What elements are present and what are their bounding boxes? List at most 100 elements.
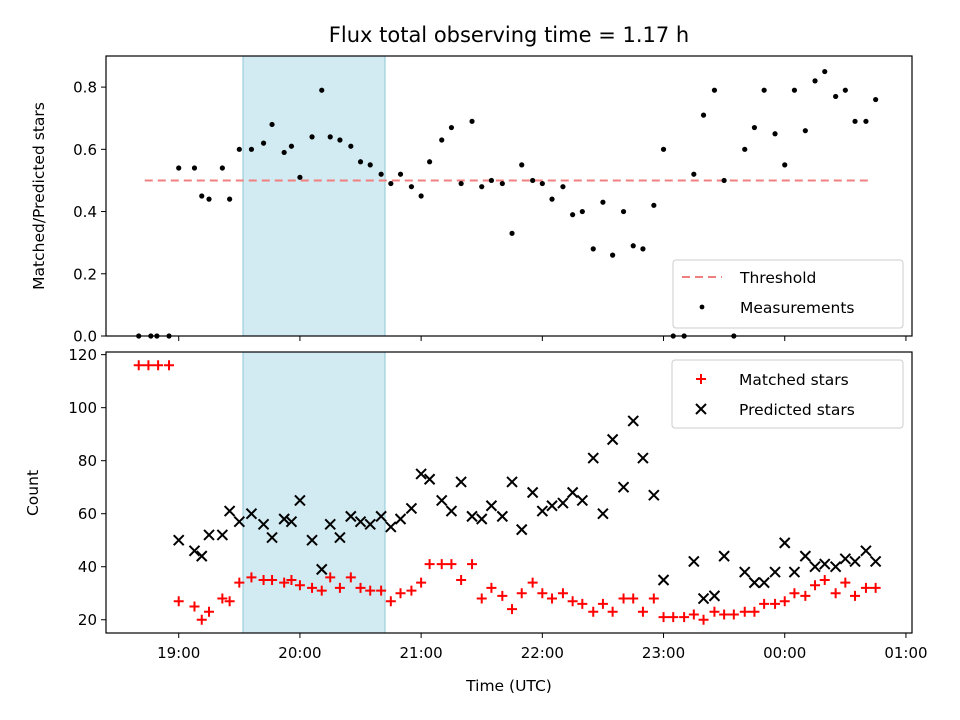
predicted-star-point — [739, 566, 751, 578]
matched-star-point — [204, 606, 215, 617]
measurement-point — [488, 177, 495, 184]
matched-star-point — [597, 598, 608, 609]
measurement-point — [288, 143, 295, 149]
measurement-point — [397, 171, 404, 177]
matched-star-point — [840, 577, 851, 588]
measurement-point — [199, 193, 205, 199]
measurement-point — [309, 134, 315, 140]
matched-star-point — [316, 585, 327, 596]
predicted-star-point — [203, 529, 215, 541]
bottom-y-tick-label: 80 — [78, 452, 97, 470]
matched-star-point — [446, 559, 457, 570]
measurement-point — [448, 124, 455, 131]
predicted-star-point — [306, 534, 318, 546]
predicted-star-point — [415, 468, 427, 480]
top-legend-box — [672, 259, 904, 329]
predicted-star-point — [657, 574, 670, 586]
legend-predicted: Predicted stars — [739, 401, 855, 419]
matched-star-point — [258, 574, 269, 585]
predicted-star-point — [576, 494, 589, 507]
bottom-y-axis-label: Count — [24, 470, 42, 516]
measurement-point — [782, 162, 788, 168]
top-y-tick-label: 0.4 — [73, 203, 97, 221]
matched-star-point — [577, 598, 588, 609]
bottom-axes-frame — [105, 351, 913, 634]
matched-star-point — [698, 614, 709, 625]
bottom-x-tick-label: 23:00 — [642, 644, 685, 662]
bottom-y-tick-label: 120 — [68, 346, 97, 364]
matched-star-point — [607, 606, 618, 617]
matched-star-point — [789, 588, 800, 599]
matched-star-point — [728, 609, 739, 620]
matched-star-point — [246, 572, 257, 583]
matched-star-point — [779, 596, 790, 607]
predicted-star-point — [173, 534, 185, 546]
matched-star-point — [217, 593, 228, 604]
matched-star-point — [355, 582, 366, 593]
matched-star-point — [648, 593, 659, 604]
bottom-y-ticks: 20 40 60 80 100 120 — [68, 346, 106, 629]
x-marker — [695, 403, 707, 415]
measurement-point — [852, 118, 858, 124]
measurement-point — [651, 202, 657, 208]
measurement-point — [620, 208, 627, 215]
matched-star-point — [688, 609, 699, 620]
matched-star-point — [279, 577, 290, 588]
matched-star-point — [709, 606, 720, 617]
predicted-star-point — [423, 473, 436, 485]
matched-star-point — [365, 585, 376, 596]
measurement-point — [297, 174, 303, 180]
predicted-star-point — [769, 566, 781, 578]
bottom-y-tick-label: 20 — [78, 611, 97, 629]
matched-star-point — [819, 574, 830, 585]
predicted-star-point — [597, 508, 609, 520]
predicted-star-point — [223, 505, 236, 517]
matched-star-point — [224, 596, 235, 607]
measurement-point — [219, 165, 225, 171]
measurement-point — [367, 162, 373, 168]
measurement-point — [742, 146, 748, 152]
predicted-star-point — [788, 566, 801, 578]
predicted-star-point — [566, 486, 579, 499]
predicted-star-point — [394, 513, 407, 525]
matched-star-point — [286, 574, 297, 585]
predicted-star-point — [708, 590, 721, 602]
matched-star-point — [376, 585, 387, 596]
measurement-point — [191, 165, 198, 171]
measurement-point — [791, 87, 798, 93]
matched-star-point — [267, 574, 278, 585]
x-axis-label: Time (UTC) — [465, 677, 552, 695]
measurements-legend-swatch — [699, 304, 705, 310]
matched-star-point — [234, 577, 245, 588]
bottom-y-tick-label: 40 — [78, 558, 97, 576]
matched-star-point — [424, 559, 435, 570]
predicted-star-point — [849, 555, 861, 568]
predicted-star-point — [496, 510, 509, 523]
top-y-tick-label: 0.6 — [73, 141, 97, 159]
measurement-point — [751, 124, 758, 131]
matched-star-point — [749, 606, 760, 617]
bottom-x-ticks: 19:00 20:00 21:00 22:00 23:00 00:00 01:00 — [157, 633, 928, 662]
matched-star-point — [810, 580, 821, 591]
measurement-point — [539, 180, 545, 187]
legend-measurements: Measurements — [740, 299, 855, 317]
matched-star-point — [345, 572, 356, 583]
predicted-star-point — [536, 505, 549, 517]
matched-star-point — [800, 590, 811, 601]
measurement-point — [600, 199, 606, 205]
matched-star-point — [334, 582, 345, 593]
measurement-point — [418, 193, 424, 199]
matched-star-point — [637, 606, 648, 617]
matched-star-point — [770, 598, 781, 609]
measurement-point — [260, 140, 267, 146]
top-y-axis-label: Matched/Predicted stars — [30, 102, 48, 290]
predicted-star-point — [557, 497, 569, 509]
predicted-star-point — [758, 576, 770, 589]
predicted-star-point — [375, 510, 387, 523]
measurement-point — [227, 196, 233, 202]
predicted-star-point — [779, 537, 791, 549]
plus-marker — [696, 374, 706, 384]
measurement-point — [700, 112, 707, 118]
measurement-point — [560, 184, 566, 190]
predicted-star-point — [718, 550, 730, 562]
